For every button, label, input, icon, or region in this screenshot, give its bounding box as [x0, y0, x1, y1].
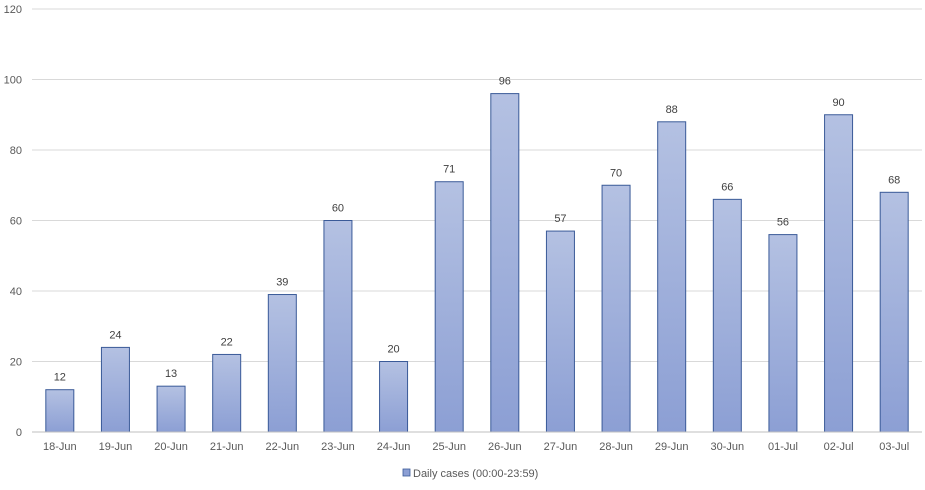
y-tick-label: 20: [10, 357, 22, 369]
x-tick-label: 28-Jun: [599, 441, 633, 453]
data-label: 66: [721, 181, 733, 193]
y-tick-label: 0: [16, 427, 22, 439]
bar-24-Jun[interactable]: [379, 361, 409, 433]
bar-02-Jul[interactable]: [824, 114, 854, 433]
legend-swatch: [402, 468, 411, 477]
x-tick-label: 18-Jun: [43, 441, 77, 453]
x-tick-label: 26-Jun: [488, 441, 522, 453]
data-label: 39: [276, 277, 288, 289]
x-tick-label: 25-Jun: [432, 441, 466, 453]
data-label: 90: [832, 97, 844, 109]
bar-22-Jun[interactable]: [267, 294, 297, 433]
x-tick-label: 27-Jun: [544, 441, 578, 453]
x-axis-ticks: 18-Jun 19-Jun 20-Jun 21-Jun 22-Jun 23-Jun 24-J…: [43, 441, 909, 453]
bar-23-Jun[interactable]: [323, 220, 353, 433]
x-tick-label: 21-Jun: [210, 441, 244, 453]
data-label: 12: [54, 372, 66, 384]
x-tick-label: 02-Jul: [824, 441, 854, 453]
data-label: 68: [888, 174, 900, 186]
bar-19-Jun[interactable]: [100, 346, 130, 433]
bar-30-Jun[interactable]: [712, 198, 742, 433]
data-label: 88: [666, 104, 678, 116]
data-label: 13: [165, 368, 177, 380]
x-tick-label: 01-Jul: [768, 441, 798, 453]
data-label: 22: [221, 336, 233, 348]
bars: [45, 93, 909, 433]
bar-03-Jul[interactable]: [879, 191, 909, 433]
bar-27-Jun[interactable]: [545, 230, 575, 433]
data-label: 56: [777, 217, 789, 229]
bar-21-Jun[interactable]: [212, 353, 242, 433]
data-label: 71: [443, 164, 455, 176]
y-tick-label: 120: [4, 4, 22, 16]
bar-20-Jun[interactable]: [156, 385, 186, 433]
bar-26-Jun[interactable]: [490, 93, 520, 433]
x-tick-label: 30-Jun: [710, 441, 744, 453]
bar-28-Jun[interactable]: [601, 184, 631, 433]
bar-25-Jun[interactable]: [434, 181, 464, 433]
data-label: 57: [554, 213, 566, 225]
bar-29-Jun[interactable]: [657, 121, 687, 433]
legend[interactable]: Daily cases (00:00-23:59): [402, 468, 538, 480]
data-labels: 12 24 13 22 39 60 20 71 96 57 70 88 66 56 90 68: [54, 76, 901, 384]
y-tick-label: 40: [10, 286, 22, 298]
x-tick-label: 03-Jul: [879, 441, 909, 453]
y-tick-label: 60: [10, 216, 22, 228]
x-tick-label: 20-Jun: [154, 441, 188, 453]
legend-label: Daily cases (00:00-23:59): [413, 468, 538, 480]
bar-01-Jul[interactable]: [768, 234, 798, 433]
y-tick-label: 100: [4, 75, 22, 87]
x-tick-label: 22-Jun: [265, 441, 299, 453]
x-tick-label: 29-Jun: [655, 441, 689, 453]
data-label: 60: [332, 203, 344, 215]
x-tick-label: 23-Jun: [321, 441, 355, 453]
bar-18-Jun[interactable]: [45, 389, 75, 433]
y-axis-ticks: 0 20 40 60 80 100 120: [4, 4, 22, 439]
data-label: 20: [387, 344, 399, 356]
data-label: 70: [610, 167, 622, 179]
x-tick-label: 24-Jun: [377, 441, 411, 453]
data-label: 96: [499, 76, 511, 88]
y-tick-label: 80: [10, 145, 22, 157]
x-tick-label: 19-Jun: [99, 441, 133, 453]
data-label: 24: [109, 329, 121, 341]
